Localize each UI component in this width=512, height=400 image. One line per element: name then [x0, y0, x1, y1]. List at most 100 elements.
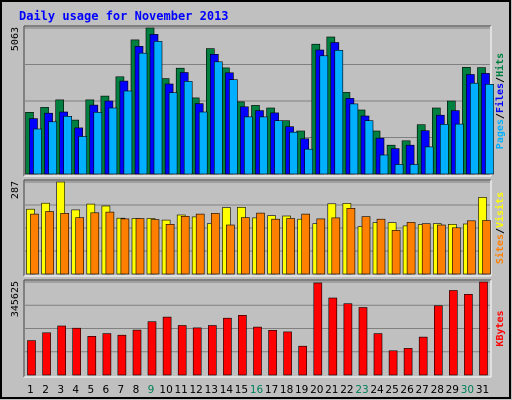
bar-sites-day-12: [195, 213, 205, 275]
bar-kbytes-day-29: [448, 290, 458, 376]
x-tick-day-20: 20: [310, 384, 323, 396]
x-tick-day-25: 25: [385, 384, 398, 396]
x-tick-day-8: 8: [133, 384, 140, 396]
bar-sites-day-13: [211, 213, 220, 275]
x-tick-day-16: 16: [250, 384, 264, 396]
visits-sites-panel-legend: Sites/Visits: [494, 192, 506, 264]
bar-pages-day-7: [123, 90, 133, 175]
bar-sites-day-21: [331, 217, 341, 275]
bar-pages-day-28: [439, 124, 449, 175]
bar-pages-day-13: [214, 61, 223, 175]
bar-kbytes-day-14: [223, 317, 232, 376]
bar-sites-day-2: [45, 211, 54, 275]
bar-sites-day-10: [165, 224, 175, 275]
bar-pages-day-6: [108, 107, 118, 175]
bar-pages-day-30: [470, 82, 479, 175]
bar-kbytes-day-21: [328, 297, 338, 376]
x-tick-day-12: 12: [190, 384, 203, 396]
x-tick-day-3: 3: [57, 384, 64, 396]
visits-sites-panel-max-label: 287: [10, 181, 21, 199]
bar-sites-day-3: [60, 213, 70, 275]
bar-kbytes-day-27: [418, 336, 428, 376]
x-tick-day-15: 15: [235, 384, 248, 396]
x-tick-day-17: 17: [265, 384, 278, 396]
bar-kbytes-day-13: [208, 325, 217, 376]
x-axis-day-labels: 1 2 3 4 5 6 7 8 9 10 11 12 13 14 15 16 17 18 19 20 21 22 23 24 2…: [27, 384, 489, 396]
bar-pages-day-3: [63, 116, 73, 175]
bar-kbytes-day-6: [102, 333, 112, 376]
bar-pages-day-19: [304, 148, 314, 175]
legend-separator: /: [495, 228, 506, 234]
bar-kbytes-day-20: [313, 282, 323, 376]
bar-kbytes-day-19: [298, 345, 308, 376]
legend-separator: /: [495, 77, 506, 83]
bar-kbytes-day-4: [72, 327, 81, 376]
x-tick-day-9: 9: [148, 384, 155, 396]
x-tick-day-18: 18: [280, 384, 293, 396]
bar-pages-day-20: [319, 55, 329, 175]
x-tick-day-5: 5: [87, 384, 94, 396]
bar-sites-day-20: [316, 218, 326, 275]
bar-sites-day-25: [391, 230, 401, 275]
bar-kbytes-day-24: [373, 333, 383, 376]
bar-kbytes-day-11: [177, 325, 187, 376]
kbytes-panel: 345625 KBytes: [10, 279, 506, 378]
bar-pages-day-4: [78, 136, 87, 175]
bar-kbytes-day-5: [87, 335, 97, 376]
legend-visits: Visits: [494, 192, 506, 228]
bar-pages-day-2: [48, 121, 57, 175]
x-tick-day-23: 23: [355, 384, 368, 396]
bar-sites-day-16: [256, 212, 265, 275]
bar-kbytes-day-30: [464, 293, 473, 376]
bar-sites-day-5: [90, 212, 100, 275]
bar-sites-day-22: [346, 208, 356, 275]
bar-pages-day-22: [349, 103, 359, 175]
bar-kbytes-day-23: [358, 307, 368, 376]
legend-files: Files: [494, 83, 506, 113]
bar-pages-day-21: [334, 49, 344, 175]
bar-kbytes-day-18: [283, 331, 292, 376]
bar-sites-day-17: [271, 218, 280, 275]
bar-sites-day-11: [180, 216, 190, 275]
hits-files-pages-panel-max-label: 5063: [10, 27, 21, 51]
bar-sites-day-9: [150, 219, 160, 275]
bar-sites-day-24: [376, 218, 386, 275]
x-tick-day-27: 27: [416, 384, 429, 396]
bar-kbytes-day-26: [403, 348, 413, 376]
bar-sites-day-1: [30, 213, 39, 275]
bar-kbytes-day-8: [132, 329, 142, 376]
x-tick-day-4: 4: [72, 384, 79, 396]
x-tick-day-19: 19: [295, 384, 308, 396]
bar-kbytes-day-10: [162, 316, 172, 376]
legend-pages: Pages: [495, 119, 506, 149]
bar-kbytes-day-25: [388, 350, 398, 376]
bar-kbytes-day-16: [253, 326, 262, 376]
bar-pages-day-23: [364, 120, 374, 175]
x-tick-day-10: 10: [159, 384, 172, 396]
x-tick-day-28: 28: [431, 384, 444, 396]
hits-files-pages-panel-legend: Pages/Files/Hits: [494, 53, 506, 149]
bar-pages-day-12: [198, 111, 208, 175]
bar-kbytes-day-7: [117, 334, 127, 376]
kbytes-panel-legend: KBytes: [495, 310, 506, 346]
bar-pages-day-1: [33, 128, 42, 175]
bar-pages-day-24: [379, 154, 389, 175]
bar-sites-day-8: [135, 218, 145, 275]
x-tick-day-6: 6: [103, 384, 110, 396]
x-tick-day-31: 31: [476, 384, 489, 396]
x-tick-day-26: 26: [400, 384, 414, 396]
bar-sites-day-27: [421, 223, 431, 275]
x-tick-day-24: 24: [370, 384, 384, 396]
bar-kbytes-day-3: [57, 325, 67, 376]
legend-separator: /: [495, 113, 506, 119]
bar-pages-day-16: [259, 116, 268, 175]
bar-pages-day-5: [93, 112, 103, 175]
bar-kbytes-day-31: [479, 281, 488, 376]
bar-sites-day-6: [105, 211, 115, 275]
x-tick-day-2: 2: [42, 384, 49, 396]
chart-title: Daily usage for November 2013: [19, 9, 229, 23]
bar-sites-day-7: [120, 218, 130, 275]
bar-kbytes-day-1: [27, 340, 36, 376]
